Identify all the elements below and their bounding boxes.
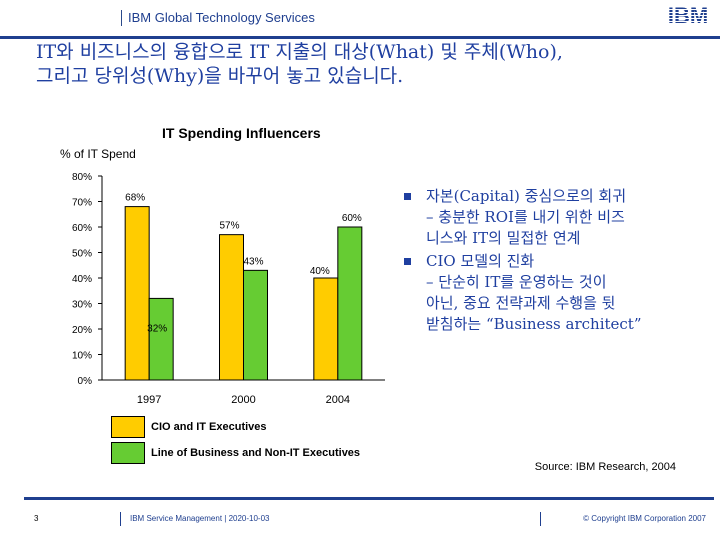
footer-copyright: © Copyright IBM Corporation 2007 bbox=[583, 514, 706, 523]
footer-separator bbox=[540, 512, 541, 526]
x-tick-label: 2004 bbox=[326, 394, 350, 406]
legend-item-lob: Line of Business and Non-IT Executives bbox=[111, 440, 360, 466]
legend-label-cio: CIO and IT Executives bbox=[151, 421, 267, 433]
header-bar bbox=[0, 0, 720, 36]
bar bbox=[337, 226, 363, 381]
bullet-1: 자본(Capital) 중심으로의 회귀 bbox=[400, 186, 710, 207]
bar bbox=[124, 206, 150, 381]
ibm-logo: IBM bbox=[668, 4, 708, 26]
bullet-list: 자본(Capital) 중심으로의 회귀 – 충분한 ROI를 내기 위한 비즈… bbox=[400, 186, 710, 337]
data-label: 57% bbox=[219, 221, 239, 232]
y-axis-label: % of IT Spend bbox=[60, 147, 136, 161]
slide-title: IT와 비즈니스의 융합으로 IT 지출의 대상(What) 및 주체(Who)… bbox=[36, 41, 563, 87]
y-tick-label: 20% bbox=[72, 325, 92, 336]
bullet-1-sub: – 충분한 ROI를 내기 위한 비즈 니스와 IT의 밀접한 연계 bbox=[426, 208, 625, 247]
square-bullet-icon bbox=[404, 193, 411, 200]
header-separator bbox=[121, 10, 122, 26]
header-title: IBM Global Technology Services bbox=[128, 10, 315, 25]
data-label: 68% bbox=[125, 193, 145, 204]
footer-separator bbox=[120, 512, 121, 526]
title-underline bbox=[0, 36, 720, 39]
bullet-2-text: CIO 모델의 진화 bbox=[426, 252, 535, 270]
legend-item-cio: CIO and IT Executives bbox=[111, 414, 267, 440]
y-tick-label: 50% bbox=[72, 249, 92, 260]
bullet-1-text: 자본(Capital) 중심으로의 회귀 bbox=[426, 187, 627, 205]
footer-left-text: IBM Service Management | 2020-10-03 bbox=[130, 514, 270, 523]
page-number: 3 bbox=[34, 514, 39, 523]
data-label: 40% bbox=[310, 266, 330, 277]
data-label: 43% bbox=[243, 256, 263, 267]
bar bbox=[243, 269, 268, 381]
bar bbox=[313, 277, 339, 381]
y-tick-label: 70% bbox=[72, 198, 92, 209]
data-label: 60% bbox=[342, 213, 362, 224]
bullet-2-sub: – 단순히 IT를 운영하는 것이 아닌, 중요 전략과제 수행을 뒷 받침하는… bbox=[426, 273, 642, 333]
legend-label-lob: Line of Business and Non-IT Executives bbox=[151, 447, 361, 459]
x-tick-label: 1997 bbox=[137, 394, 161, 406]
y-tick-label: 0% bbox=[78, 376, 93, 387]
y-tick-label: 30% bbox=[72, 300, 92, 311]
y-tick-label: 40% bbox=[72, 274, 92, 285]
footer-line bbox=[24, 497, 714, 500]
source-note: Source: IBM Research, 2004 bbox=[534, 461, 676, 473]
chart-title: IT Spending Influencers bbox=[162, 125, 321, 141]
y-tick-label: 10% bbox=[72, 351, 92, 362]
bar bbox=[148, 297, 174, 381]
data-label: 32% bbox=[147, 323, 167, 334]
y-tick-label: 60% bbox=[72, 223, 92, 234]
legend-swatch-cio bbox=[111, 416, 145, 438]
x-tick-label: 2000 bbox=[231, 394, 255, 406]
legend-swatch-lob bbox=[111, 442, 145, 464]
bullet-2: CIO 모델의 진화 bbox=[400, 251, 710, 272]
bar bbox=[219, 234, 244, 381]
y-tick-label: 80% bbox=[72, 172, 92, 183]
square-bullet-icon bbox=[404, 258, 411, 265]
svg-text:IBM: IBM bbox=[668, 4, 708, 26]
